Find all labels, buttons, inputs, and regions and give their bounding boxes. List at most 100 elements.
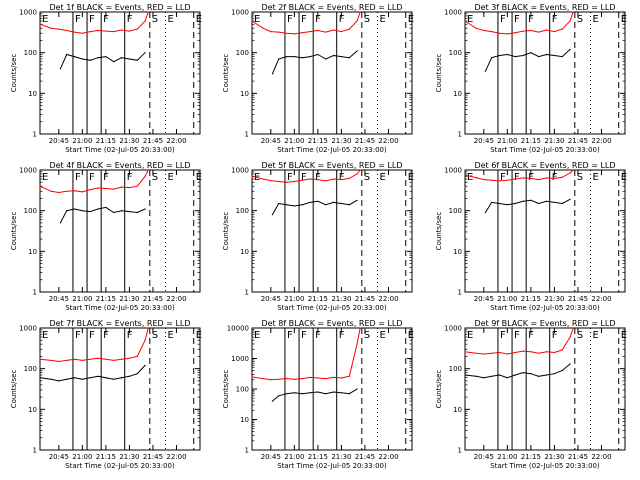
series-point bbox=[340, 202, 342, 205]
series-point bbox=[464, 174, 466, 176]
y-tick-label: 1000 bbox=[444, 9, 462, 17]
plot-frame bbox=[39, 169, 201, 293]
x-tick-label: 21:45 bbox=[568, 137, 588, 145]
series-point bbox=[498, 180, 501, 182]
series-point bbox=[73, 377, 76, 379]
event-marker-label: E bbox=[42, 330, 48, 341]
series-point bbox=[121, 29, 123, 31]
event-marker-label: S bbox=[364, 14, 370, 25]
series-point bbox=[498, 374, 501, 376]
series-point bbox=[569, 48, 571, 51]
chart-title: Det 3f BLACK = Events, RED = LLD bbox=[474, 3, 615, 12]
x-axis-label: Start Time (02-Jul-05 20:33:00) bbox=[65, 304, 175, 312]
x-tick-label: 21:45 bbox=[355, 295, 375, 303]
event-marker-label: E bbox=[379, 14, 385, 25]
event-marker-label: F bbox=[514, 330, 520, 341]
x-tick-label: 21:00 bbox=[72, 295, 92, 303]
y-tick-label: 1 bbox=[245, 131, 249, 139]
event-marker-label: E bbox=[379, 330, 385, 341]
series-point bbox=[81, 210, 83, 212]
event-marker-label: E bbox=[379, 172, 385, 183]
event-marker-label: E bbox=[196, 172, 202, 183]
event-marker-label: E bbox=[408, 172, 414, 183]
y-tick-label: 1000 bbox=[231, 167, 249, 175]
chart-title: Det 1f BLACK = Events, RED = LLD bbox=[49, 3, 190, 12]
x-tick-label: 22:00 bbox=[591, 453, 611, 461]
event-marker-label: F bbox=[75, 14, 81, 25]
y-tick-label: 1000 bbox=[19, 9, 37, 17]
series-point bbox=[553, 54, 556, 57]
series-point bbox=[569, 198, 571, 200]
y-axis-label: Counts/sec bbox=[222, 212, 230, 251]
x-tick-label: 22:00 bbox=[166, 295, 186, 303]
series-point bbox=[325, 393, 327, 395]
x-tick-label: 21:00 bbox=[497, 453, 517, 461]
series-point bbox=[128, 187, 130, 189]
series-point bbox=[546, 29, 548, 31]
series-point bbox=[251, 175, 253, 177]
x-tick-label: 21:30 bbox=[119, 453, 139, 461]
series-point bbox=[39, 23, 41, 25]
series-point bbox=[506, 204, 508, 206]
series-point bbox=[147, 11, 149, 13]
series-point bbox=[105, 377, 107, 379]
event-marker-label: F bbox=[287, 14, 293, 25]
x-tick-label: 22:00 bbox=[166, 453, 186, 461]
y-tick-label: 10 bbox=[453, 248, 462, 256]
series-point bbox=[553, 373, 556, 375]
x-axis-label: Start Time (02-Jul-05 20:33:00) bbox=[65, 462, 175, 470]
x-tick-label: 20:45 bbox=[474, 295, 494, 303]
x-tick-label: 21:15 bbox=[308, 295, 328, 303]
y-axis-label: Counts/sec bbox=[222, 370, 230, 409]
x-tick-label: 21:15 bbox=[96, 453, 116, 461]
x-tick-label: 20:45 bbox=[261, 453, 281, 461]
chart-panel-5: Det 5f BLACK = Events, RED = LLD 1 10 100 10… bbox=[222, 161, 414, 312]
series-point bbox=[325, 180, 327, 182]
event-marker-label: S bbox=[577, 330, 583, 341]
series-point bbox=[121, 186, 123, 188]
series-point bbox=[514, 374, 516, 376]
series-point bbox=[561, 349, 563, 351]
y-axis-label: Counts/sec bbox=[10, 212, 18, 251]
series-point bbox=[340, 31, 342, 33]
series-point bbox=[530, 199, 532, 201]
series-point bbox=[464, 374, 466, 376]
series-point bbox=[136, 185, 138, 187]
series-point bbox=[285, 393, 288, 395]
x-tick-label: 21:15 bbox=[96, 295, 116, 303]
series-point bbox=[58, 360, 60, 363]
series-point bbox=[81, 32, 83, 34]
y-tick-label: 10000 bbox=[227, 325, 249, 333]
series-point bbox=[285, 181, 288, 183]
event-marker-label: E bbox=[467, 14, 473, 25]
event-marker-label: F bbox=[127, 172, 133, 183]
series-line-events bbox=[59, 52, 146, 70]
event-marker-label: F bbox=[500, 14, 506, 25]
series-point bbox=[121, 377, 123, 379]
series-point bbox=[50, 190, 52, 192]
event-marker-label: F bbox=[315, 330, 321, 341]
series-point bbox=[340, 56, 342, 58]
series-point bbox=[97, 208, 99, 210]
y-tick-label: 10 bbox=[28, 90, 37, 98]
series-point bbox=[356, 388, 358, 390]
x-tick-label: 20:45 bbox=[49, 295, 69, 303]
series-point bbox=[73, 190, 76, 192]
y-tick-label: 1000 bbox=[231, 355, 249, 363]
series-point bbox=[538, 375, 540, 377]
series-point bbox=[569, 20, 571, 22]
series-point bbox=[475, 177, 477, 179]
series-point bbox=[89, 211, 91, 213]
series-point bbox=[359, 169, 361, 171]
series-point bbox=[293, 180, 295, 183]
series-point bbox=[325, 204, 327, 206]
series-point bbox=[278, 58, 280, 60]
series-point bbox=[89, 358, 91, 360]
series-point bbox=[128, 375, 130, 377]
series-point bbox=[301, 32, 303, 34]
series-point bbox=[113, 61, 115, 63]
event-marker-label: S bbox=[364, 172, 370, 183]
event-marker-label: E bbox=[196, 14, 202, 25]
series-line-events bbox=[59, 206, 146, 224]
series-point bbox=[359, 11, 361, 13]
